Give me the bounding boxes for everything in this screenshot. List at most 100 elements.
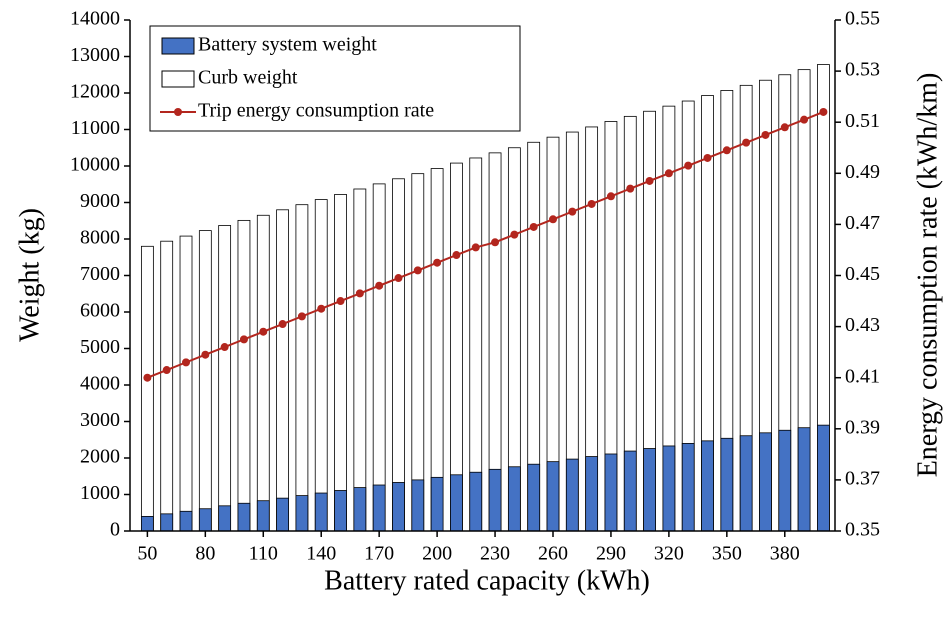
- line-point: [529, 222, 538, 231]
- line-point: [491, 238, 500, 247]
- y-tick-label: 0: [110, 519, 120, 541]
- line-point: [568, 207, 577, 216]
- y-tick-label: 11000: [71, 117, 120, 139]
- line-point: [433, 258, 442, 267]
- bar: [198, 508, 212, 532]
- line-point: [239, 335, 248, 344]
- line-point: [394, 274, 403, 283]
- y2-tick-label: 0.39: [845, 416, 880, 438]
- bar: [643, 448, 656, 532]
- bar: [392, 482, 405, 532]
- bar: [411, 173, 425, 532]
- line-point: [452, 251, 461, 260]
- x-tick-label: 80: [195, 543, 215, 565]
- line-point: [664, 169, 673, 178]
- line-point: [336, 297, 345, 306]
- bar: [218, 225, 232, 532]
- legend-box: [149, 25, 521, 132]
- line-point: [182, 358, 191, 367]
- x-tick-label: 140: [306, 543, 336, 565]
- bar: [237, 502, 251, 532]
- y-tick-label: 5000: [80, 336, 120, 358]
- line-point: [413, 266, 422, 275]
- bar: [276, 497, 289, 532]
- bar: [256, 500, 270, 532]
- y-tick-label: 13000: [70, 44, 120, 66]
- bar: [179, 235, 193, 532]
- bar: [218, 505, 232, 532]
- y2-tick-label: 0.37: [845, 467, 880, 489]
- y-tick-label: 7000: [80, 263, 120, 285]
- x-tick-label: 350: [712, 543, 742, 565]
- bar: [179, 510, 193, 532]
- line-point: [297, 312, 306, 321]
- y2-tick-label: 0.43: [845, 314, 880, 336]
- bar: [295, 204, 309, 532]
- line-point: [606, 192, 615, 201]
- bar: [430, 168, 444, 532]
- y-tick-label: 12000: [70, 81, 120, 103]
- bar: [140, 245, 154, 532]
- bar: [198, 230, 212, 532]
- line-point: [780, 123, 789, 132]
- bar: [759, 432, 772, 532]
- y2-tick-label: 0.41: [845, 365, 880, 387]
- y-tick-label: 6000: [80, 300, 120, 322]
- bar: [372, 484, 386, 532]
- bar: [527, 463, 541, 532]
- line-point: [510, 230, 519, 239]
- y-tick-label: 9000: [80, 190, 120, 212]
- bar: [353, 487, 367, 532]
- bar: [507, 466, 521, 532]
- y-tick-label: 10000: [70, 154, 120, 176]
- bar: [604, 453, 618, 532]
- line-point: [703, 153, 712, 162]
- line-point: [761, 130, 770, 139]
- y2-tick-label: 0.53: [845, 59, 880, 81]
- line-point: [375, 281, 384, 290]
- line-point: [722, 146, 731, 155]
- y-axis-title: Weight (kg): [14, 208, 45, 342]
- bar: [237, 219, 251, 532]
- x-tick-label: 260: [538, 543, 568, 565]
- line-point: [278, 320, 287, 329]
- bar: [353, 188, 367, 532]
- y-tick-label: 8000: [80, 227, 120, 249]
- line-point: [201, 350, 210, 359]
- line-point: [162, 366, 171, 375]
- line-point: [800, 115, 809, 124]
- bar: [546, 461, 560, 532]
- bar: [797, 427, 811, 532]
- legend-label: Curb weight: [198, 67, 298, 89]
- y-tick-label: 3000: [80, 409, 120, 431]
- y-tick-label: 2000: [80, 446, 120, 468]
- bar: [662, 445, 676, 532]
- bar: [817, 424, 830, 532]
- line-point: [645, 176, 654, 185]
- bar: [295, 495, 309, 532]
- line-point: [317, 304, 326, 313]
- bar: [778, 429, 792, 532]
- bar: [314, 199, 328, 532]
- y2-tick-label: 0.55: [845, 8, 880, 30]
- y-tick-label: 1000: [80, 482, 120, 504]
- line-point: [259, 327, 268, 336]
- x-tick-label: 320: [654, 543, 684, 565]
- x-tick-label: 170: [364, 543, 394, 565]
- line-point: [742, 138, 751, 147]
- bar: [585, 456, 599, 532]
- line-point: [684, 161, 693, 170]
- line-point: [471, 243, 480, 252]
- y-tick-label: 4000: [80, 373, 120, 395]
- legend-point: [174, 108, 182, 116]
- bar: [623, 450, 637, 532]
- bar: [739, 435, 753, 532]
- line-point: [220, 343, 229, 352]
- bar: [372, 183, 386, 532]
- bar: [160, 240, 174, 532]
- y2-axis-title: Energy consumption rate (kWh/km): [912, 73, 943, 478]
- y-tick-label: 14000: [70, 8, 120, 30]
- legend-swatch: [161, 37, 195, 55]
- bar: [334, 490, 347, 532]
